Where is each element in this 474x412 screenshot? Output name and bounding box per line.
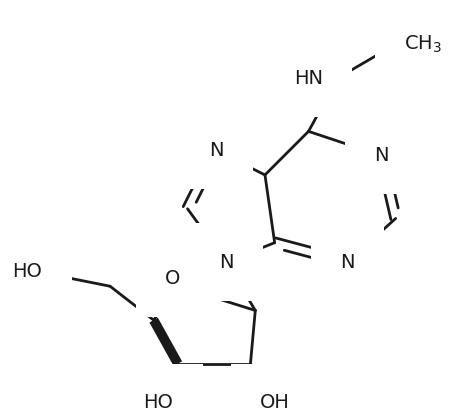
Text: O: O — [165, 269, 181, 288]
Text: HO: HO — [12, 262, 42, 281]
Text: OH: OH — [260, 393, 290, 412]
Text: CH$_3$: CH$_3$ — [404, 34, 442, 55]
Text: N: N — [219, 253, 234, 272]
Text: HO: HO — [144, 393, 173, 412]
Text: N: N — [374, 146, 388, 165]
Text: N: N — [340, 253, 355, 272]
Text: HN: HN — [294, 69, 323, 88]
Text: N: N — [210, 141, 224, 160]
